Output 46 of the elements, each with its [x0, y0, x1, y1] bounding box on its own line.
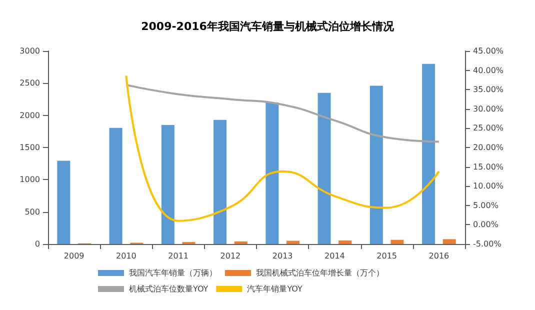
y-tick-label: 1500 — [20, 143, 40, 152]
line-series — [125, 84, 440, 143]
y2-tick-label: 25.00% — [473, 124, 504, 133]
bar — [266, 102, 279, 244]
y2-tick-label: 40.00% — [473, 66, 504, 75]
y2-tick-label: 0.00% — [473, 220, 499, 230]
x-tick-label: 2010 — [116, 252, 136, 260]
y-tick-label: 0 — [34, 240, 40, 248]
y2-tick-label: 5.00% — [473, 200, 499, 210]
x-tick-label: 2016 — [428, 252, 450, 260]
x-tick-label: 2014 — [324, 252, 345, 260]
y-tick-label: 2500 — [20, 78, 40, 88]
bar — [370, 86, 383, 244]
x-tick-label: 2015 — [376, 252, 397, 260]
bar — [338, 240, 352, 244]
bar — [234, 241, 248, 244]
y2-tick-label: -5.00% — [473, 240, 502, 248]
y2-tick-label: 20.00% — [473, 143, 504, 152]
bar — [286, 240, 300, 244]
bar — [442, 239, 456, 244]
y2-tick-label: 35.00% — [473, 85, 504, 94]
bar — [390, 240, 404, 244]
y2-tick-label: 10.00% — [473, 182, 504, 191]
bar — [57, 160, 70, 244]
x-tick-label: 2009 — [64, 252, 84, 260]
y-tick-label: 500 — [24, 207, 40, 216]
y2-tick-label: 15.00% — [473, 162, 504, 172]
chart-title: 2009-2016年我国汽车销量与机械式泊位增长情况 — [141, 20, 395, 33]
bar — [161, 124, 174, 244]
y-tick-label: 1000 — [20, 175, 40, 184]
line-series — [125, 74, 440, 222]
bar — [422, 64, 436, 244]
x-tick-label: 2013 — [272, 252, 293, 260]
y-tick-label: 2000 — [20, 110, 40, 120]
x-tick-label: 2012 — [220, 252, 241, 260]
legend-label: 机械式泊车位数量YOY — [129, 284, 208, 294]
legend-label: 汽车年销量YOY — [247, 284, 303, 294]
y-tick-label: 3000 — [20, 46, 40, 56]
y2-tick-label: 45.00% — [473, 46, 504, 56]
legend-label: 我国汽车年销量（万辆） — [129, 268, 217, 278]
bar — [109, 128, 122, 244]
legend-label: 我国机械式泊车位年增长量（万个） — [256, 268, 384, 278]
bar — [214, 120, 227, 244]
y2-tick-label: 30.00% — [473, 104, 504, 114]
x-tick-label: 2011 — [168, 252, 188, 260]
bar — [318, 92, 331, 244]
